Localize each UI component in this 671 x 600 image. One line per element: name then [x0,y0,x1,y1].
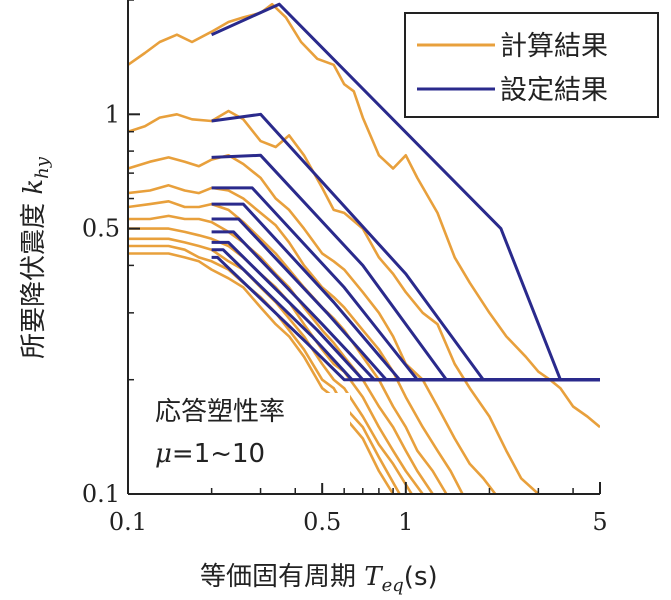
y-tick-label: 0.1 [82,480,120,508]
design-line-mu-10 [211,255,600,382]
x-tick-label: 0.5 [303,508,341,536]
y-axis-title-subscript: hy [32,156,53,179]
annotation-label: 応答塑性率 [155,397,285,427]
computed-line-mu-1 [128,2,600,429]
annotation-backdrop [150,393,350,483]
legend-label-design: 設定結果 [500,75,608,106]
tick-layer: 0.1 0.5 1 5 0.1 0.5 1 [82,0,608,536]
computed-line-mu-4 [128,184,464,494]
annotation-range-text: =1~10 [172,439,265,469]
design-line-mu-6 [211,217,600,382]
legend: 計算結果 設定結果 [404,12,659,118]
legend-label-computed: 計算結果 [500,31,608,62]
x-axis-title: 等価固有周期 Teq(s) [200,562,438,596]
computed-line-mu-3 [128,154,497,494]
y-tick-label: 1 [105,100,120,128]
y-tick-label: 0.5 [82,215,120,243]
x-tick-label: 5 [592,508,607,536]
x-axis-title-symbol: T [364,562,383,592]
legend-box [404,12,659,118]
y-axis-title-text: 所要降伏震度 [19,195,49,359]
x-axis-title-subscript: eq [382,575,404,596]
computed-line-mu-6 [128,214,434,494]
series-layer [128,2,600,494]
annotation-range: μ=1~10 [155,439,265,469]
y-axis-title-symbol: k [19,179,49,195]
y-axis-title: 所要降伏震度 khy [19,156,53,359]
annotation-mu: μ [155,439,172,469]
x-axis-title-unit: (s) [404,562,438,592]
x-axis-title-text: 等価固有周期 [200,562,364,592]
design-line-mu-8 [211,240,600,382]
x-tick-label: 0.1 [109,508,147,536]
x-tick-label: 1 [398,508,413,536]
axes [127,0,600,495]
